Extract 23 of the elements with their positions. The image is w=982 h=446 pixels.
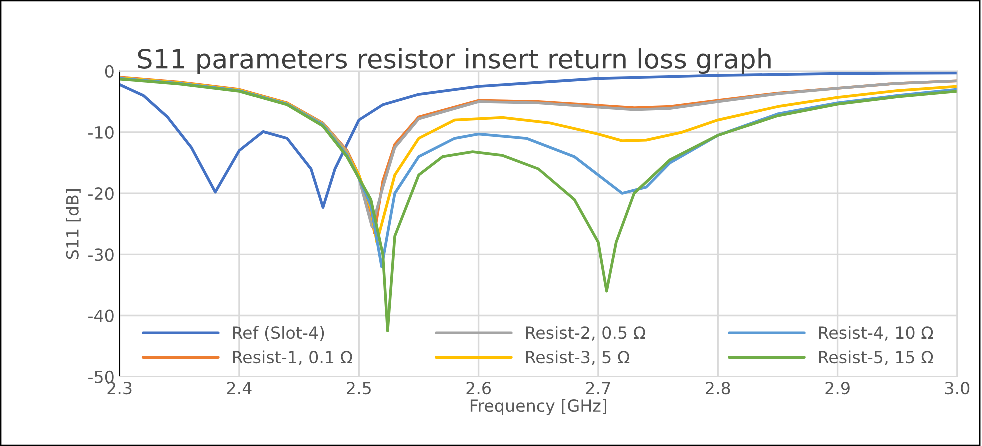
- y-tick-label: -10: [88, 126, 114, 140]
- x-tick-label: 2.4: [227, 382, 252, 394]
- x-tick-label: 2.8: [706, 382, 730, 395]
- legend-label: Resist-1, 0.1 Ω: [233, 350, 352, 366]
- x-tick-label: 2.5: [347, 382, 371, 395]
- legend-label: Resist-2, 0.5 Ω: [526, 326, 646, 341]
- legend-label: Resist-5, 15 Ω: [819, 350, 934, 366]
- legend-label: Ref (Slot-4): [233, 326, 324, 342]
- x-tick-label: 2.7: [586, 382, 610, 394]
- y-tick-label: -50: [88, 370, 114, 384]
- x-axis-title: Frequency [GHz]: [470, 399, 606, 416]
- y-axis-title: S11 [dB]: [66, 190, 81, 260]
- x-tick-label: 2.6: [466, 382, 491, 395]
- x-tick-label: 2.9: [826, 382, 850, 395]
- y-tick-label: 0: [105, 65, 114, 78]
- x-tick-label: 3.0: [945, 382, 970, 395]
- legend-label: Resist-4, 10 Ω: [819, 326, 934, 341]
- y-tick-label: -30: [88, 248, 114, 262]
- chart-title: S11 parameters resistor insert return loss graph: [138, 48, 771, 74]
- x-tick-label: 2.3: [108, 382, 132, 395]
- legend-label: Resist-3, 5 Ω: [526, 350, 630, 366]
- y-tick-label: -40: [88, 310, 114, 322]
- y-tick-label: -20: [88, 188, 114, 200]
